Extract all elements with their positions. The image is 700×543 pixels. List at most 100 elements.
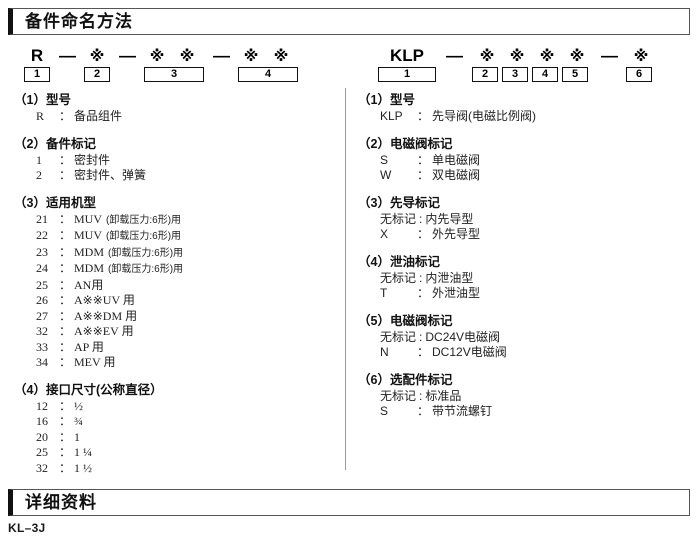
spec-item-separator: ： bbox=[59, 293, 72, 307]
spec-group-title: （3）先导标记 bbox=[358, 195, 440, 210]
spec-item-value: 带节流螺钉 bbox=[432, 404, 493, 418]
spec-item: 无标记: 标准品 bbox=[380, 389, 688, 405]
spec-item-list: 无标记: 标准品 S ：带节流螺钉 bbox=[380, 389, 688, 420]
spec-item-separator: ： bbox=[59, 429, 72, 444]
spec-item-list: S ：单电磁阀 W ：双电磁阀 bbox=[380, 153, 688, 184]
spec-item-separator: : bbox=[419, 270, 423, 285]
spec-item: 23 ： MDM (卸载压力:6形)用 bbox=[36, 245, 344, 262]
code-segment-box: 2 bbox=[84, 67, 110, 82]
spec-item: W ：双电磁阀 bbox=[380, 168, 688, 184]
spec-item-separator: ： bbox=[59, 277, 72, 292]
spec-item-value: 密封件、弹簧 bbox=[74, 168, 147, 182]
section-header-detail-data: 详细资料 bbox=[8, 489, 690, 516]
spec-item-key: S bbox=[380, 404, 389, 418]
spec-item-separator: ： bbox=[417, 227, 430, 241]
spec-item-value: 密封件 bbox=[74, 152, 111, 167]
code-dash: — bbox=[59, 46, 76, 65]
spec-item-key: 22 bbox=[36, 228, 48, 242]
spec-item: 26 ： A※※UV 用 bbox=[36, 293, 344, 309]
spec-item-note: (卸载压力:6形)用 bbox=[108, 264, 184, 275]
box-gap bbox=[204, 67, 238, 82]
spec-item-list: R ：备品组件 bbox=[36, 109, 344, 125]
spec-item-value: MEV 用 bbox=[74, 355, 116, 369]
code-wildcard-mark: ※ bbox=[509, 47, 525, 65]
spec-item: 20 ： 1 bbox=[36, 430, 344, 446]
spec-item-key: 16 bbox=[36, 414, 48, 428]
spec-item-key: 20 bbox=[36, 429, 48, 444]
spec-item-value: MUV bbox=[74, 228, 103, 242]
spec-item-separator: ： bbox=[59, 398, 72, 413]
spec-item-separator: ： bbox=[59, 244, 72, 259]
spec-item-separator: ： bbox=[59, 261, 72, 275]
code-prefix: R bbox=[30, 46, 44, 65]
spec-item-key: 33 bbox=[36, 339, 48, 354]
code-wildcard-mark: ※ bbox=[179, 47, 195, 65]
spec-item-key: R bbox=[36, 109, 45, 123]
spec-item-separator: : bbox=[419, 388, 423, 403]
code-wildcard-mark: ※ bbox=[273, 47, 289, 65]
spec-item-key: 2 bbox=[36, 168, 42, 182]
spec-group-title: （4）接口尺寸(公称直径） bbox=[14, 382, 163, 397]
spec-item-key: 21 bbox=[36, 211, 48, 226]
spec-item-value: 1 bbox=[74, 429, 81, 444]
spec-item: S ：带节流螺钉 bbox=[380, 404, 688, 420]
spec-group-title: （4）泄油标记 bbox=[358, 254, 440, 269]
code-dash: — bbox=[119, 46, 136, 65]
spec-group: （6）选配件标记无标记: 标准品 S ：带节流螺钉 bbox=[358, 372, 688, 420]
spec-item-separator: ： bbox=[59, 324, 72, 338]
spec-item: 32 ： A※※EV 用 bbox=[36, 324, 344, 340]
spec-group-title: （2）电磁阀标记 bbox=[358, 136, 453, 151]
code-segment-box: 1 bbox=[24, 67, 50, 82]
spec-group: （2）备件标记 1 ：密封件 2 ：密封件、弹簧 bbox=[14, 136, 344, 184]
code-segment-box: 6 bbox=[626, 67, 652, 82]
spec-item-list: 21： MUV (卸载压力:6形)用 22： MUV (卸载压力:6形)用 23： MDM (卸… bbox=[36, 212, 344, 371]
spec-item: 12 ： ½ bbox=[36, 399, 344, 415]
spec-item: 无标记: DC24V电磁阀 bbox=[380, 330, 688, 346]
spec-item-separator: ： bbox=[417, 345, 430, 359]
spec-item-separator: ： bbox=[59, 460, 72, 475]
code-wildcard-mark: ※ bbox=[539, 47, 555, 65]
spec-item-key: S bbox=[380, 152, 389, 167]
spec-item-separator: ： bbox=[59, 308, 72, 323]
spec-item: KLP ：先导阀(电磁比例阀) bbox=[380, 109, 688, 125]
spec-item-value: 标准品 bbox=[425, 388, 462, 403]
spec-item-key: 32 bbox=[36, 324, 48, 338]
footer-page-code: KL–3J bbox=[8, 521, 46, 535]
spec-item-note: (卸载压力:6形)用 bbox=[108, 247, 184, 259]
code-segment-box: 1 bbox=[378, 67, 436, 82]
spec-item: 无标记: 内先导型 bbox=[380, 212, 688, 228]
spec-item-key: 无标记 bbox=[380, 329, 417, 344]
spec-item: 34 ： MEV 用 bbox=[36, 355, 344, 371]
spec-group-title: （5）电磁阀标记 bbox=[358, 313, 453, 328]
code-wildcard-mark: ※ bbox=[479, 47, 495, 65]
spec-item-separator: ： bbox=[59, 355, 72, 369]
spec-group: （4）接口尺寸(公称直径） 12： ½ 16： ¾ 20： 1 25： 1 ¼ 32： 1 ½ bbox=[14, 382, 344, 477]
spec-group: （4）泄油标记 无标记: 内泄油型 T：外泄油型 bbox=[358, 254, 688, 302]
code-segment-box: 4 bbox=[532, 67, 558, 82]
spec-item-separator: ： bbox=[417, 404, 430, 418]
code-wildcard-mark: ※ bbox=[633, 47, 649, 65]
spec-item-value: ¾ bbox=[74, 414, 84, 428]
spec-item-key: 32 bbox=[36, 460, 48, 475]
box-gap bbox=[110, 67, 144, 82]
spec-item-list: KLP ：先导阀(电磁比例阀) bbox=[380, 109, 688, 125]
code-wildcard-mark: ※ bbox=[243, 47, 259, 65]
spec-item: 27 ： A※※DM 用 bbox=[36, 309, 344, 325]
spec-item-key: 34 bbox=[36, 355, 48, 369]
spec-group: （3）适用机型 21： MUV (卸载压力:6形)用 22： MUV (卸载压力:6形)用 2… bbox=[14, 195, 344, 371]
spec-item: 1 ：密封件 bbox=[36, 153, 344, 169]
code-segment-box: 3 bbox=[144, 67, 204, 82]
spec-item-value: DC24V电磁阀 bbox=[425, 329, 501, 344]
spec-item-key: T bbox=[380, 286, 388, 300]
code-segment-box: 4 bbox=[238, 67, 298, 82]
spec-item-list: 1 ：密封件 2 ：密封件、弹簧 bbox=[36, 153, 344, 184]
spec-item-value: ½ bbox=[74, 398, 84, 413]
spec-item: T ：外泄油型 bbox=[380, 286, 688, 302]
spec-item-value: 单电磁阀 bbox=[432, 152, 481, 167]
spec-group-title: （6）选配件标记 bbox=[358, 372, 453, 387]
code-segment-box: 3 bbox=[502, 67, 528, 82]
spec-item-note: (卸载压力:6形)用 bbox=[106, 214, 182, 226]
spec-item-list: 无标记: 内先导型 X：外先导型 bbox=[380, 212, 688, 243]
spec-item-list: 12： ½ 16： ¾ 20： 1 25： 1 ¼ 32： 1 ½ bbox=[36, 399, 344, 477]
